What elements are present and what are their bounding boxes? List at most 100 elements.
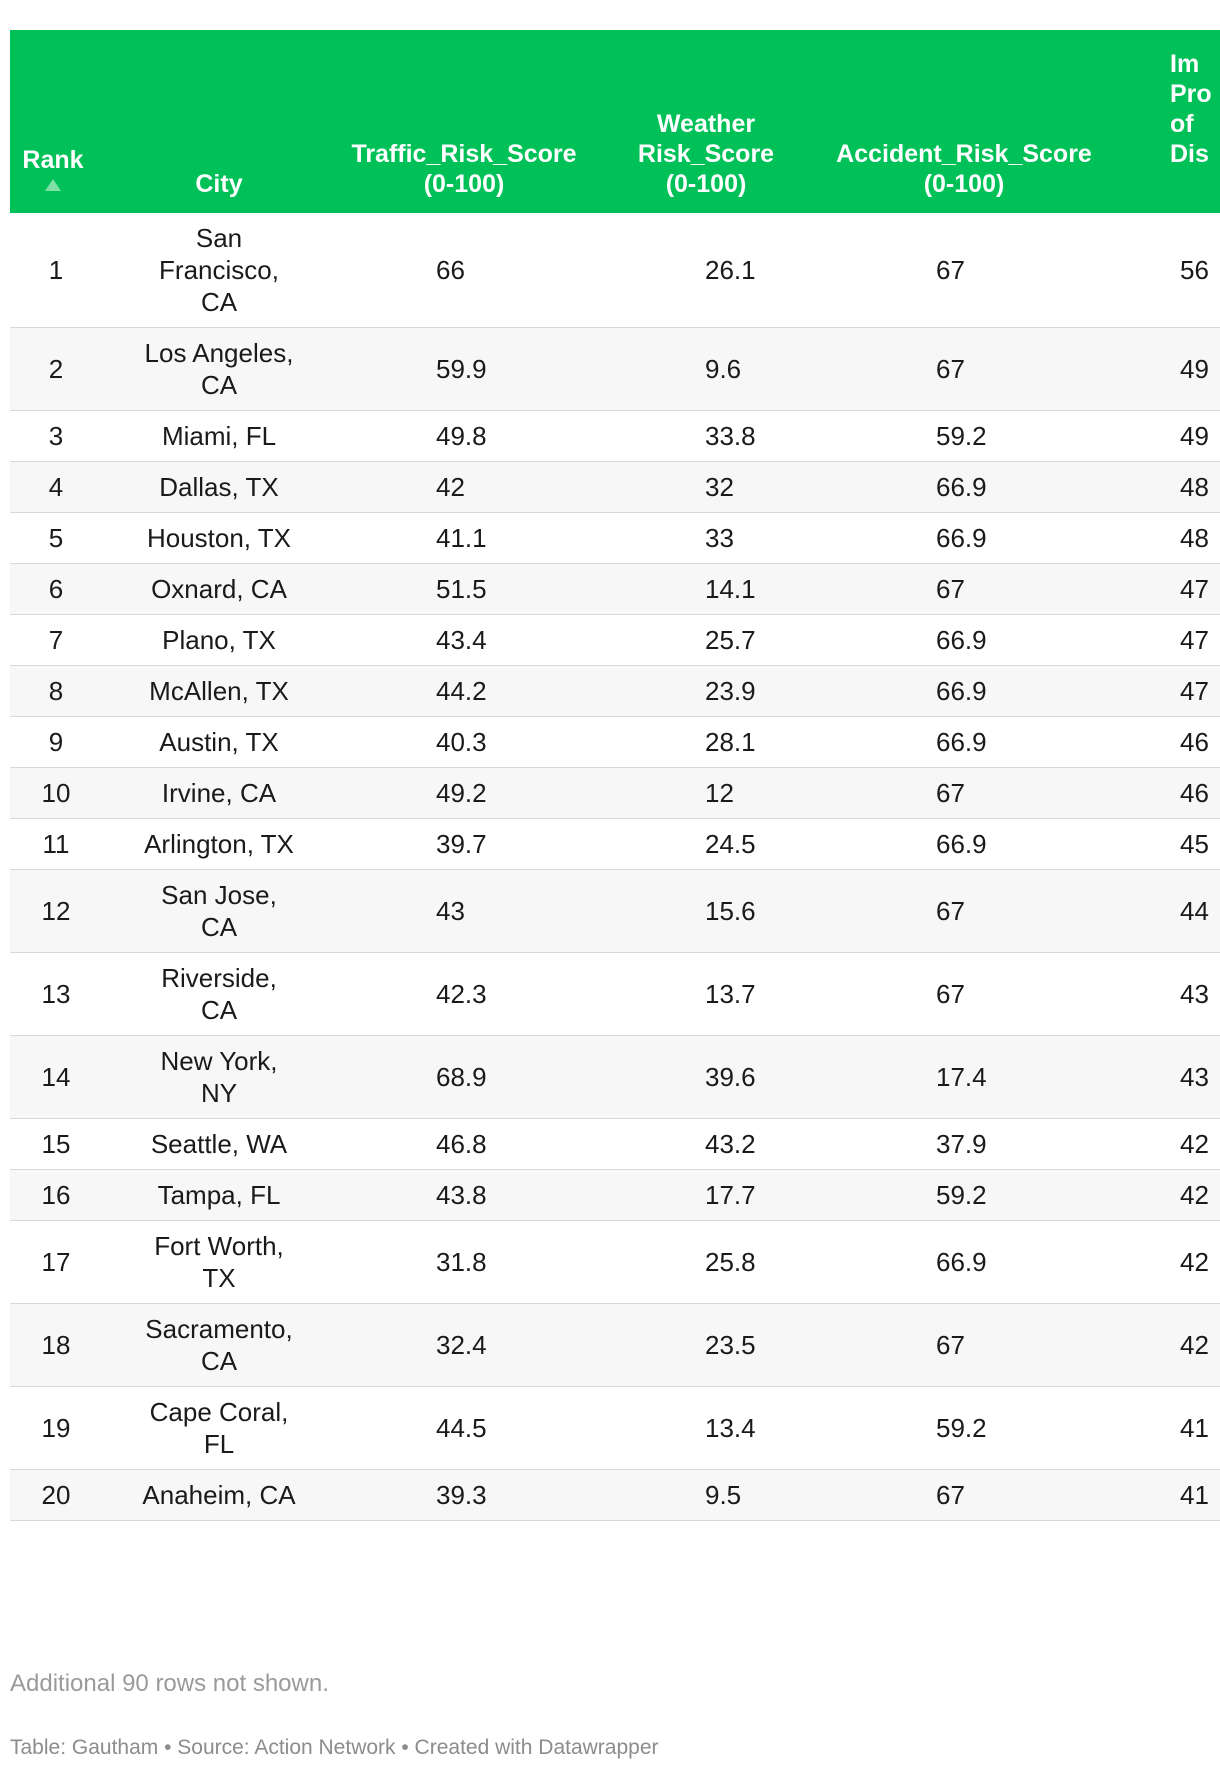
cell-weather-risk: 12 xyxy=(592,767,820,819)
cell-weather-risk: 28.1 xyxy=(592,716,820,768)
cell-rank: 3 xyxy=(10,410,102,462)
cell-accident-risk: 67 xyxy=(820,213,1108,328)
cell-accident-risk: 59.2 xyxy=(820,410,1108,462)
column-header-rank[interactable]: Rank xyxy=(10,30,102,213)
cell-city: Los Angeles, CA xyxy=(102,327,336,411)
cell-weather-risk: 25.7 xyxy=(592,614,820,666)
cell-weather-risk: 33.8 xyxy=(592,410,820,462)
cell-truncated: 42 xyxy=(1108,1169,1220,1221)
cell-weather-risk: 23.5 xyxy=(592,1303,820,1387)
column-header-accident[interactable]: Accident_Risk_Score (0-100) xyxy=(820,30,1108,213)
cell-city: New York, NY xyxy=(102,1035,336,1119)
column-header-rank-label: Rank xyxy=(22,146,84,174)
cell-city: Cape Coral, FL xyxy=(102,1386,336,1470)
table-row: 1 San Francisco, CA 66 26.1 67 56 xyxy=(10,213,1220,328)
cell-accident-risk: 66.9 xyxy=(820,1220,1108,1304)
cell-truncated: 42 xyxy=(1108,1303,1220,1387)
cell-accident-risk: 66.9 xyxy=(820,461,1108,513)
cell-city: Arlington, TX xyxy=(102,818,336,870)
cell-accident-risk: 66.9 xyxy=(820,512,1108,564)
cell-weather-risk: 32 xyxy=(592,461,820,513)
column-header-traffic-line: (0-100) xyxy=(423,170,505,198)
cell-accident-risk: 67 xyxy=(820,952,1108,1036)
cell-traffic-risk: 49.8 xyxy=(336,410,592,462)
cell-weather-risk: 13.7 xyxy=(592,952,820,1036)
cell-city: Riverside, CA xyxy=(102,952,336,1036)
cell-city: Dallas, TX xyxy=(102,461,336,513)
cell-accident-risk: 17.4 xyxy=(820,1035,1108,1119)
column-header-traffic[interactable]: Traffic_Risk_Score (0-100) xyxy=(336,30,592,213)
cell-truncated: 47 xyxy=(1108,563,1220,615)
cell-truncated: 46 xyxy=(1108,767,1220,819)
cell-truncated: 45 xyxy=(1108,818,1220,870)
cell-rank: 19 xyxy=(10,1386,102,1470)
cell-traffic-risk: 41.1 xyxy=(336,512,592,564)
column-header-city[interactable]: City xyxy=(102,30,336,213)
cell-traffic-risk: 66 xyxy=(336,213,592,328)
cell-rank: 10 xyxy=(10,767,102,819)
cell-city: Austin, TX xyxy=(102,716,336,768)
column-header-weather-line: Weather xyxy=(656,110,756,138)
cell-rank: 8 xyxy=(10,665,102,717)
table-footer-credits: Table: Gautham • Source: Action Network … xyxy=(10,1736,659,1759)
column-header-weather[interactable]: Weather Risk_Score (0-100) xyxy=(592,30,820,213)
cell-rank: 2 xyxy=(10,327,102,411)
cell-city: Miami, FL xyxy=(102,410,336,462)
cell-accident-risk: 67 xyxy=(820,1303,1108,1387)
cell-weather-risk: 13.4 xyxy=(592,1386,820,1470)
cell-traffic-risk: 43.4 xyxy=(336,614,592,666)
cell-traffic-risk: 44.5 xyxy=(336,1386,592,1470)
cell-weather-risk: 39.6 xyxy=(592,1035,820,1119)
column-header-city-label: City xyxy=(195,170,243,198)
table-header-row: Rank City Traffic_Risk_Score (0-100) Wea… xyxy=(10,30,1220,213)
cell-rank: 6 xyxy=(10,563,102,615)
cell-truncated: 44 xyxy=(1108,869,1220,953)
column-header-truncated-line: Dis xyxy=(1170,140,1209,168)
cell-weather-risk: 9.5 xyxy=(592,1469,820,1521)
table-row: 15 Seattle, WA 46.8 43.2 37.9 42 xyxy=(10,1118,1220,1170)
cell-accident-risk: 67 xyxy=(820,327,1108,411)
cell-traffic-risk: 49.2 xyxy=(336,767,592,819)
column-header-accident-line: Accident_Risk_Score xyxy=(836,140,1092,168)
cell-city: Oxnard, CA xyxy=(102,563,336,615)
cell-city: Seattle, WA xyxy=(102,1118,336,1170)
cell-rank: 1 xyxy=(10,213,102,328)
cell-accident-risk: 59.2 xyxy=(820,1386,1108,1470)
cell-truncated: 48 xyxy=(1108,461,1220,513)
cell-weather-risk: 23.9 xyxy=(592,665,820,717)
column-header-traffic-line: Traffic_Risk_Score xyxy=(351,140,577,168)
cell-traffic-risk: 32.4 xyxy=(336,1303,592,1387)
cell-traffic-risk: 46.8 xyxy=(336,1118,592,1170)
cell-city: McAllen, TX xyxy=(102,665,336,717)
cell-city: Sacramento, CA xyxy=(102,1303,336,1387)
cell-rank: 18 xyxy=(10,1303,102,1387)
cell-city: San Jose, CA xyxy=(102,869,336,953)
cell-rank: 14 xyxy=(10,1035,102,1119)
cell-weather-risk: 24.5 xyxy=(592,818,820,870)
cell-city: Irvine, CA xyxy=(102,767,336,819)
table-row: 4 Dallas, TX 42 32 66.9 48 xyxy=(10,461,1220,513)
cell-weather-risk: 14.1 xyxy=(592,563,820,615)
column-header-truncated[interactable]: Im Pro of Dis xyxy=(1108,30,1220,213)
cell-truncated: 43 xyxy=(1108,952,1220,1036)
cell-city: Fort Worth, TX xyxy=(102,1220,336,1304)
table-row: 18 Sacramento, CA 32.4 23.5 67 42 xyxy=(10,1303,1220,1387)
cell-rank: 5 xyxy=(10,512,102,564)
cell-city: Anaheim, CA xyxy=(102,1469,336,1521)
cell-accident-risk: 59.2 xyxy=(820,1169,1108,1221)
cell-weather-risk: 43.2 xyxy=(592,1118,820,1170)
cell-weather-risk: 17.7 xyxy=(592,1169,820,1221)
cell-truncated: 49 xyxy=(1108,327,1220,411)
table-row: 19 Cape Coral, FL 44.5 13.4 59.2 41 xyxy=(10,1386,1220,1470)
cell-rank: 4 xyxy=(10,461,102,513)
cell-city: Plano, TX xyxy=(102,614,336,666)
cell-weather-risk: 26.1 xyxy=(592,213,820,328)
cell-rank: 17 xyxy=(10,1220,102,1304)
cell-city: Tampa, FL xyxy=(102,1169,336,1221)
table-row: 3 Miami, FL 49.8 33.8 59.2 49 xyxy=(10,410,1220,462)
cell-truncated: 47 xyxy=(1108,614,1220,666)
column-header-truncated-line: Im xyxy=(1170,50,1200,78)
cell-truncated: 49 xyxy=(1108,410,1220,462)
cell-accident-risk: 67 xyxy=(820,869,1108,953)
table-row: 5 Houston, TX 41.1 33 66.9 48 xyxy=(10,512,1220,564)
